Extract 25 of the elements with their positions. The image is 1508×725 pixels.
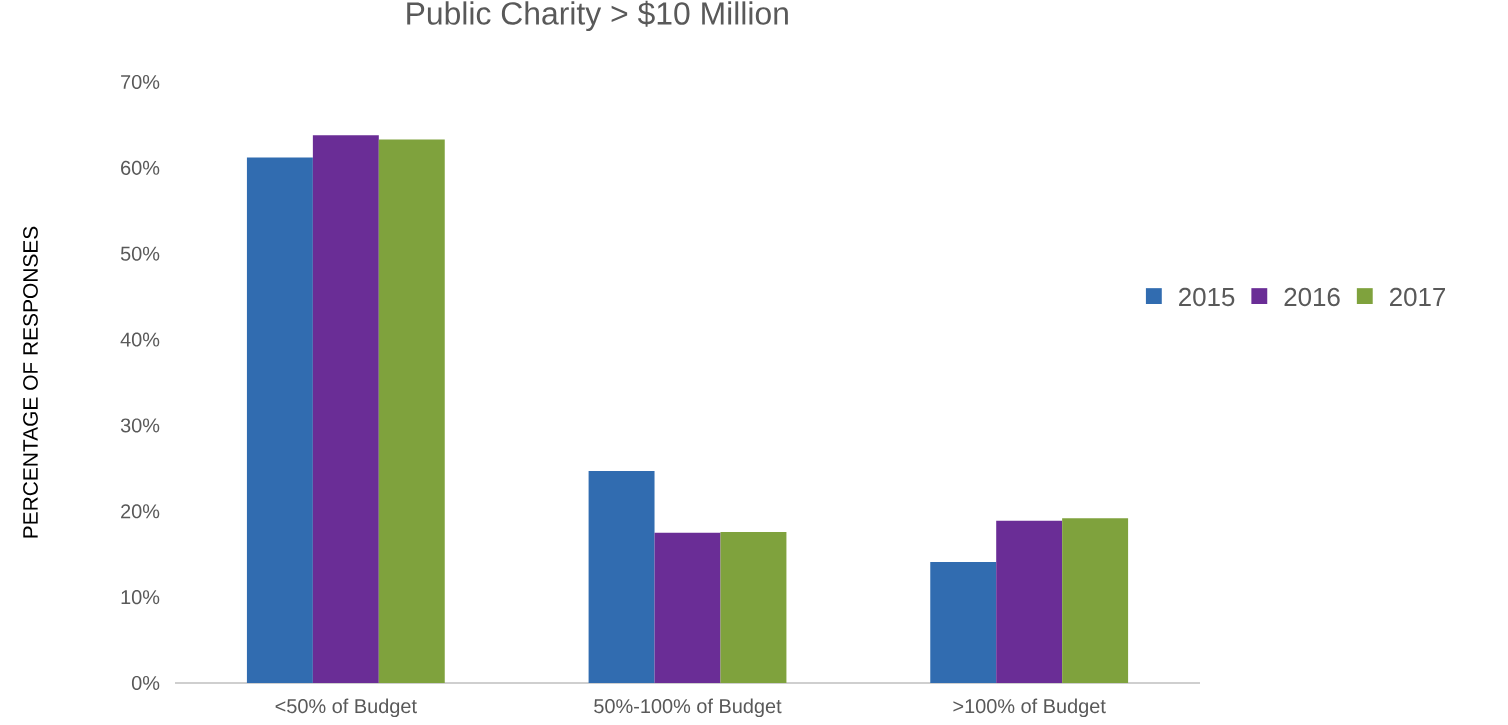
bar	[930, 561, 997, 683]
y-tick-label: 0%	[131, 675, 160, 691]
y-tick-label: 60%	[121, 160, 160, 175]
y-tick-label: 70%	[121, 74, 160, 90]
x-tick-label: >100% of Budget	[953, 698, 1106, 718]
legend-label: 2017	[1390, 287, 1445, 307]
legend-label: 2016	[1284, 287, 1340, 307]
y-tick-label: 40%	[120, 332, 160, 347]
bar	[378, 139, 445, 683]
y-tick-label: 10%	[121, 590, 160, 605]
bar	[720, 531, 787, 683]
y-tick-label: 50%	[120, 246, 160, 261]
y-tick-label: 20%	[121, 504, 160, 519]
bar	[654, 532, 721, 683]
x-tick-label: <50% of Budget	[275, 698, 417, 718]
bar	[1062, 518, 1129, 683]
bar	[996, 520, 1063, 683]
legend-label: 2015	[1179, 287, 1235, 307]
bar	[588, 470, 655, 683]
y-axis-title: PERCENTAGE OF RESPONSES	[23, 226, 38, 538]
chart-title: Public Charity > $10 Million	[407, 0, 788, 32]
y-tick-label: 30%	[120, 418, 160, 433]
bar	[312, 135, 379, 683]
x-tick-label: 50%-100% of Budget	[594, 698, 782, 718]
bar	[246, 157, 313, 683]
